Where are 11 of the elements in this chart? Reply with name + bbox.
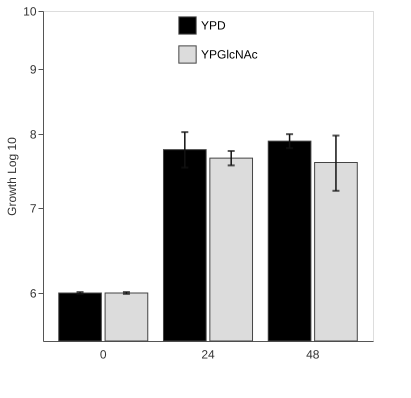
y-tick-label: 6	[30, 286, 37, 300]
legend-label: YPD	[201, 18, 226, 32]
x-tick-label: 24	[201, 348, 215, 362]
y-tick-label: 8	[30, 128, 37, 142]
y-tick-label: 7	[30, 201, 37, 216]
x-tick-label: 48	[306, 348, 320, 362]
x-tick-label: 0	[100, 348, 107, 362]
y-tick-label: 9	[30, 62, 37, 77]
y-tick-label: 10	[23, 4, 37, 18]
legend-label: YPGlcNAc	[201, 48, 258, 62]
y-axis-title: Growth Log 10	[5, 136, 20, 216]
